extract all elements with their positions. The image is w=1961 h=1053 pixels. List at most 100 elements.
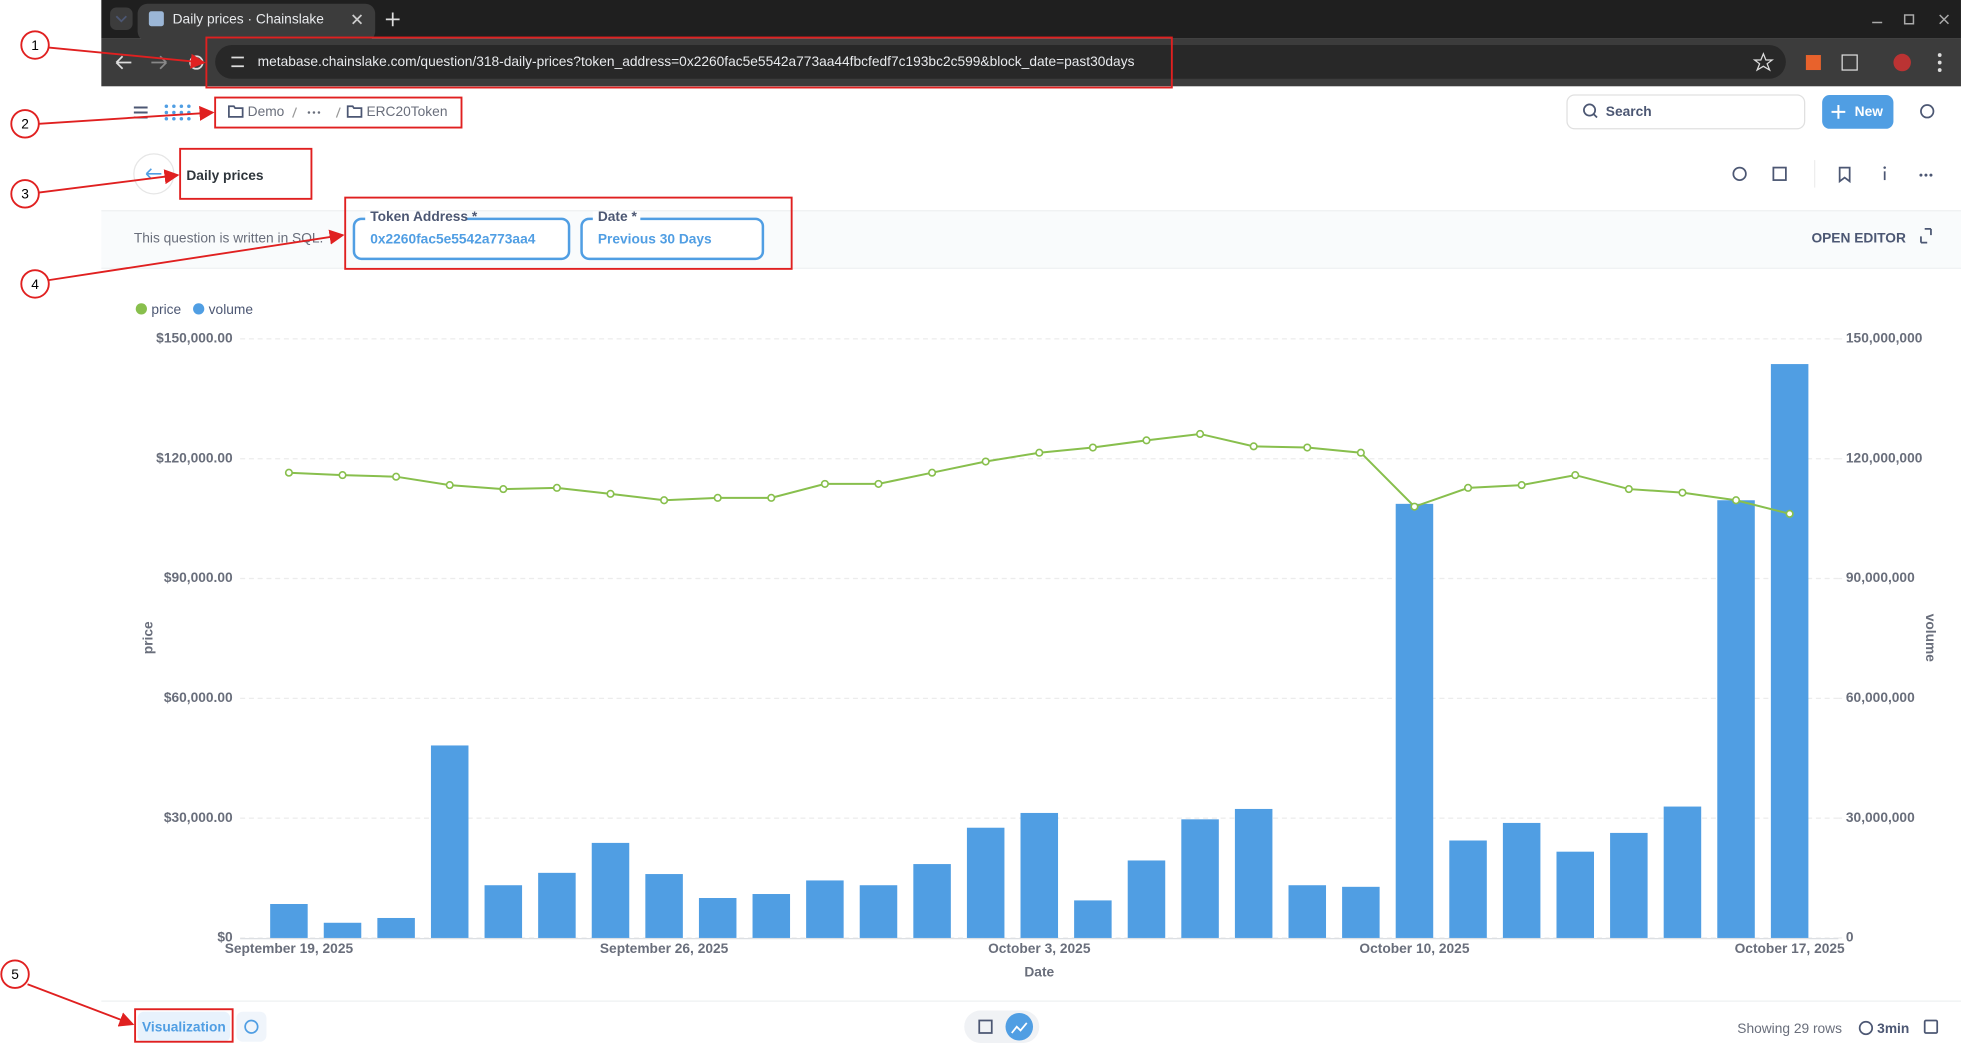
bar (1610, 832, 1648, 938)
tab-list-button[interactable] (110, 7, 133, 31)
new-tab[interactable] (385, 12, 400, 27)
y-tick-label: $0 (217, 930, 233, 945)
bar (323, 922, 362, 938)
point (820, 479, 829, 488)
favicon (148, 11, 164, 27)
bookmark-star[interactable] (1752, 52, 1775, 72)
folder-icon (346, 105, 363, 118)
legend-label: price (151, 302, 181, 317)
window-controls[interactable] (1872, 14, 1949, 25)
settings-button[interactable] (236, 1011, 267, 1042)
breadcrumb[interactable]: ERC20Token (366, 104, 447, 119)
x-axis-title: Date (1024, 965, 1054, 980)
point (874, 479, 883, 488)
search-box[interactable] (1566, 94, 1806, 130)
annotation-number: 2 (21, 117, 29, 132)
active-tab[interactable] (137, 3, 376, 42)
legend-swatch (135, 303, 147, 315)
point (1035, 448, 1044, 457)
bar (1288, 885, 1327, 938)
search-icon (1583, 103, 1597, 117)
x-tick-label: September 26, 2025 (600, 941, 729, 956)
separator (292, 107, 341, 118)
filter-value: Previous 30 Days (598, 232, 712, 247)
filter-widget[interactable] (580, 217, 765, 261)
expand[interactable] (1920, 227, 1932, 244)
bar (806, 880, 844, 938)
point (1142, 436, 1151, 445)
refresh[interactable] (1732, 166, 1747, 181)
download[interactable] (1923, 1019, 1939, 1034)
bar (1663, 806, 1702, 938)
gear (244, 1019, 259, 1034)
point (1731, 496, 1741, 505)
bar (538, 872, 576, 938)
table-icon[interactable] (978, 1019, 993, 1034)
y-axis-title: price (140, 621, 155, 654)
point (499, 485, 508, 494)
filter-label: Date * (598, 209, 638, 224)
bar (1449, 840, 1487, 938)
cache-icon (1858, 1020, 1874, 1036)
point (767, 493, 776, 502)
back[interactable] (115, 55, 132, 70)
open-editor[interactable]: OPEN EDITOR (1811, 230, 1906, 245)
annotation-number: 3 (21, 187, 29, 202)
annotation-number: 5 (11, 967, 19, 982)
bar (1127, 860, 1166, 938)
filter-value: 0x2260fac5e5542a773aa4 (370, 232, 536, 247)
plus (1831, 105, 1846, 119)
x-tick-label: September 19, 2025 (225, 941, 354, 956)
point (284, 468, 293, 477)
y-tick-label: $120,000.00 (156, 450, 233, 465)
bar (1502, 822, 1541, 938)
y2-tick-label: 150,000,000 (1846, 331, 1923, 346)
annotation-number: 1 (31, 38, 39, 53)
point (1088, 443, 1097, 452)
profile[interactable] (1893, 53, 1911, 72)
point (981, 457, 990, 466)
point (392, 472, 401, 481)
visualization-label: Visualization (142, 1020, 226, 1035)
annotation-boxes (0, 30, 1173, 1043)
point (1624, 485, 1633, 494)
chart: $0 $30,000.00 $60,000.00 $90,000.00 $120,000… (135, 302, 1938, 980)
y2-tick-label: 90,000,000 (1846, 570, 1915, 585)
breadcrumb[interactable]: Demo (248, 104, 285, 119)
visualization-button[interactable] (137, 1011, 231, 1042)
legend-label: volume (209, 302, 254, 317)
bookmark[interactable] (1838, 166, 1851, 184)
point (1463, 483, 1473, 492)
label-mask (365, 211, 466, 224)
y2-tick-label: 120,000,000 (1846, 450, 1923, 465)
tab-close[interactable] (352, 14, 363, 25)
bar (1556, 851, 1595, 938)
bar (1395, 503, 1434, 938)
question-title: Daily prices (186, 168, 264, 183)
logo[interactable] (164, 104, 191, 121)
sql-note: This question is written in SQL. (134, 230, 324, 245)
chart-toggle[interactable] (1005, 1012, 1034, 1041)
extensions[interactable] (1841, 54, 1858, 71)
chart-icon (1011, 1022, 1028, 1034)
address-bar[interactable] (215, 45, 1786, 79)
annotation-number: 4 (31, 277, 39, 292)
point (928, 468, 937, 477)
point (338, 471, 347, 480)
new-label: New (1855, 104, 1884, 119)
legend-swatch (193, 303, 205, 315)
bar (591, 842, 630, 938)
tab-strip (101, 0, 1961, 39)
site-info[interactable] (231, 56, 244, 68)
breadcrumb-more[interactable] (307, 111, 321, 114)
settings[interactable] (1920, 104, 1935, 119)
share[interactable] (1772, 166, 1787, 181)
more[interactable] (1919, 173, 1933, 177)
new-button[interactable] (1822, 95, 1894, 129)
point (1249, 442, 1258, 451)
extension[interactable] (1805, 55, 1821, 71)
bar (377, 917, 415, 938)
url: metabase.chainslake.com/question/318-dai… (258, 54, 1135, 69)
point (1785, 509, 1794, 518)
filter-label: Token Address * (370, 209, 478, 224)
